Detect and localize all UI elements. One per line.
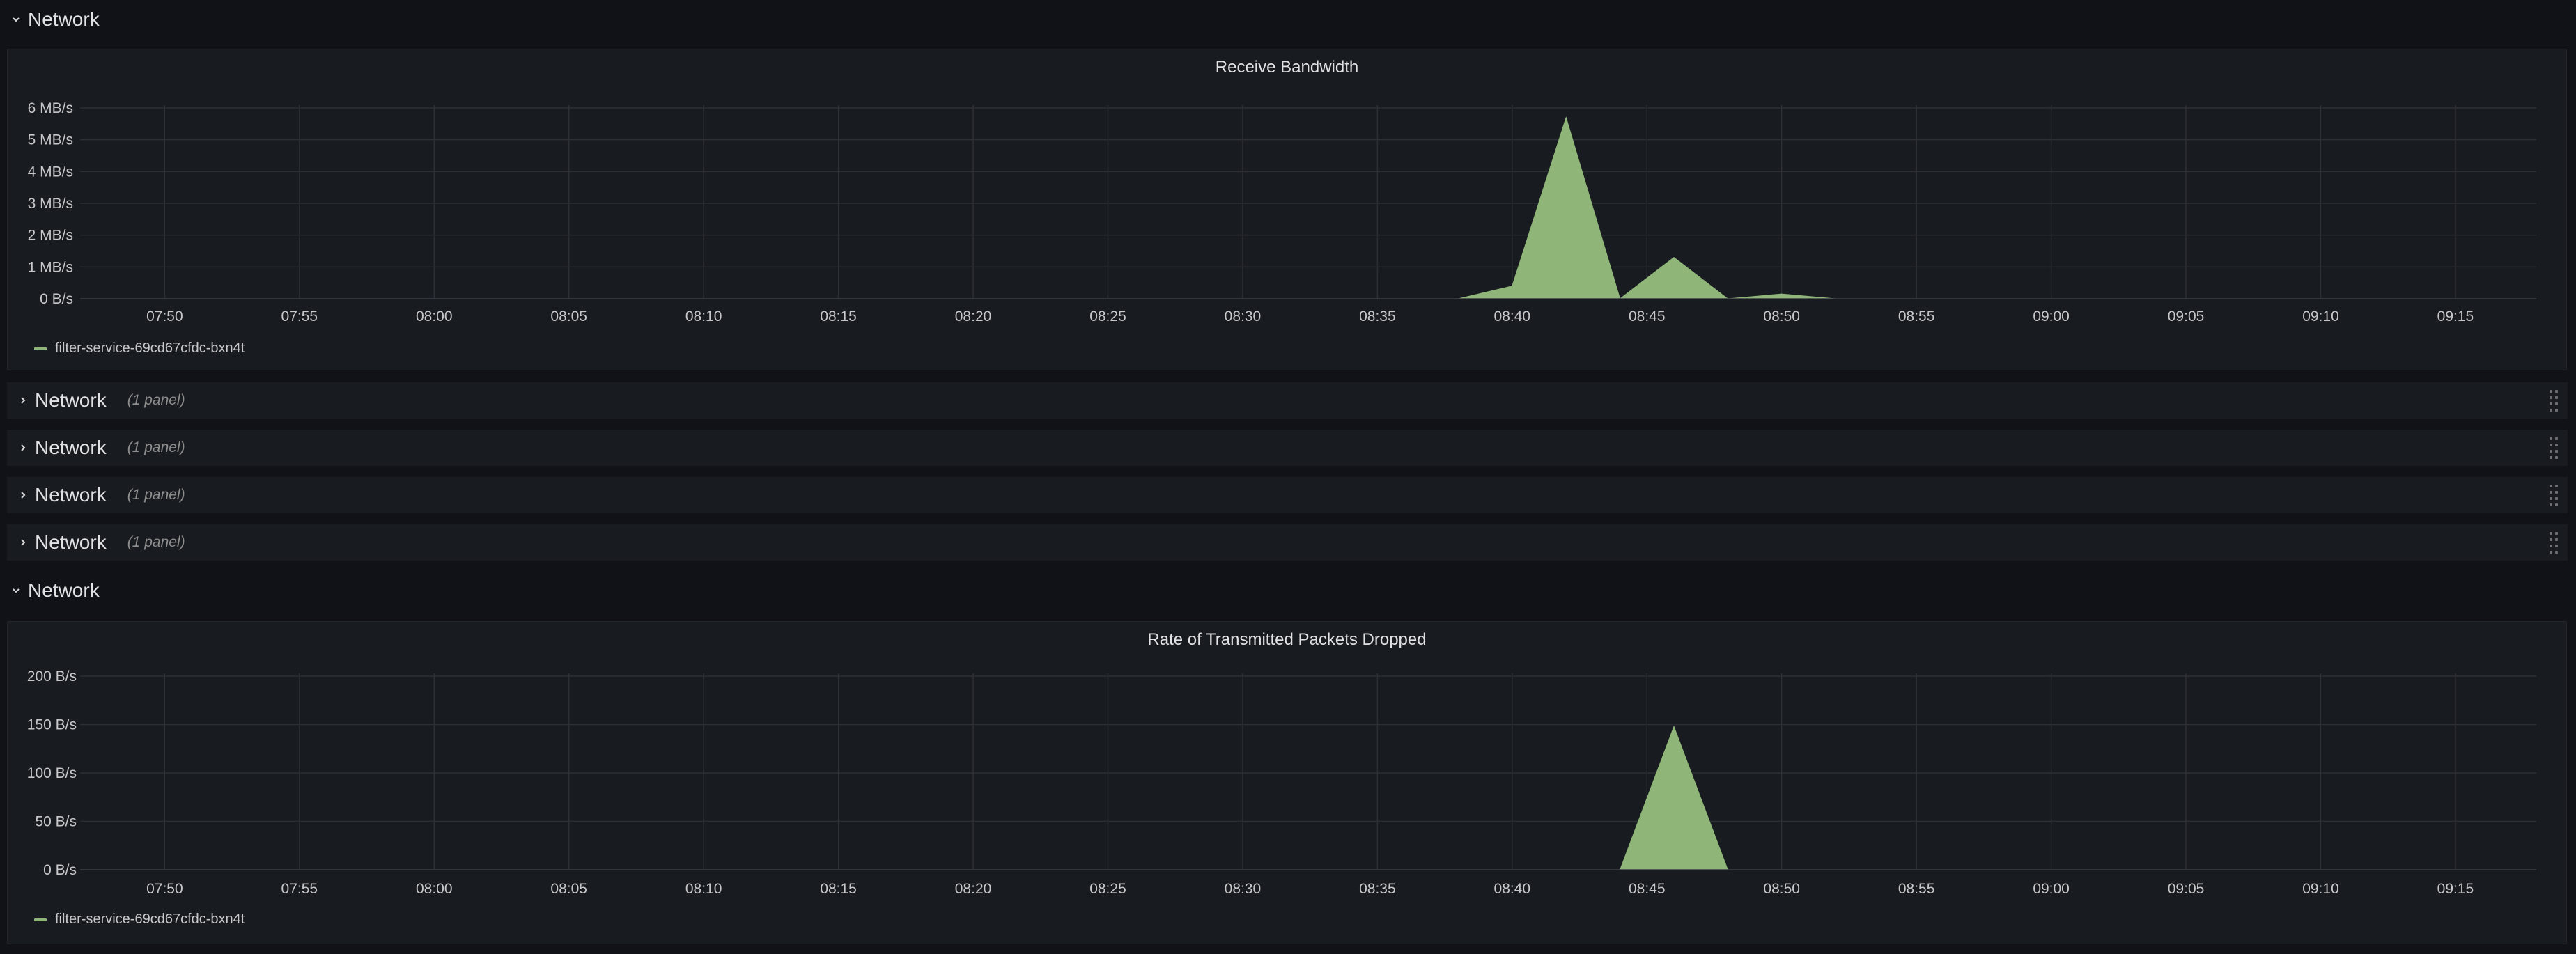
packets-dropped-chart: 0 B/s 50 B/s 100 B/s 150 B/s 200 B/s 07:50 07:… (27, 668, 2536, 897)
x-tick-label: 08:20 (955, 881, 992, 897)
x-tick-label: 08:10 (685, 308, 722, 324)
series-area[interactable] (1619, 725, 1729, 870)
x-tick-label: 08:50 (1763, 308, 1800, 324)
y-tick-label: 150 B/s (27, 717, 77, 733)
x-tick-label: 08:00 (416, 308, 453, 324)
x-tick-label: 09:05 (2168, 308, 2205, 324)
y-tick-label: 200 B/s (27, 668, 77, 685)
row-header-network-5[interactable]: Network (1 panel) (7, 524, 2568, 561)
y-tick-label: 2 MB/s (28, 228, 73, 244)
x-tick-label: 09:10 (2302, 308, 2339, 324)
x-tick-label: 09:10 (2302, 881, 2339, 897)
y-tick-label: 1 MB/s (28, 259, 73, 275)
x-tick-label: 08:15 (820, 308, 857, 324)
x-tick-label: 08:05 (550, 308, 587, 324)
row-header-network-1[interactable]: Network (0, 0, 2576, 39)
x-tick-label: 08:05 (550, 881, 587, 897)
drag-handle-icon[interactable] (2550, 532, 2559, 554)
x-tick-label: 08:30 (1225, 308, 1262, 324)
x-tick-label: 08:50 (1763, 881, 1800, 897)
x-tick-label: 09:15 (2437, 308, 2474, 324)
x-tick-label: 08:20 (955, 308, 992, 324)
legend-swatch (34, 347, 47, 350)
series-area[interactable] (1458, 116, 1836, 299)
row-title[interactable]: Network (35, 484, 107, 506)
drag-handle-icon[interactable] (2550, 437, 2559, 459)
x-tick-label: 08:25 (1089, 308, 1126, 324)
drag-handle-icon[interactable] (2550, 485, 2559, 506)
x-tick-label: 08:45 (1629, 881, 1666, 897)
x-tick-label: 07:55 (281, 308, 318, 324)
x-tick-label: 07:50 (146, 881, 183, 897)
receive-bandwidth-chart: 0 B/s 1 MB/s 2 MB/s 3 MB/s 4 MB/s 5 MB/s 6 MB/… (28, 100, 2536, 324)
row-title[interactable]: Network (28, 579, 100, 601)
x-tick-label: 09:05 (2168, 881, 2205, 897)
y-tick-label: 5 MB/s (28, 132, 73, 148)
x-tick-label: 09:00 (2033, 881, 2070, 897)
x-tick-label: 08:15 (820, 881, 857, 897)
panel-receive-bandwidth: Receive Bandwidth 0 B/s 1 MB/s 2 MB/s 3 MB/… (7, 49, 2567, 370)
y-tick-label: 3 MB/s (28, 196, 73, 212)
y-tick-label: 0 B/s (40, 291, 73, 307)
x-tick-label: 08:45 (1629, 308, 1666, 324)
x-tick-label: 07:55 (281, 881, 318, 897)
x-tick-label: 08:40 (1494, 308, 1531, 324)
row-title[interactable]: Network (35, 531, 107, 553)
x-tick-label: 09:15 (2437, 881, 2474, 897)
legend-label: filter-service-69cd67cfdc-bxn4t (55, 341, 245, 356)
panel-transmitted-packets-dropped: Rate of Transmitted Packets Dropped 0 B/… (7, 621, 2567, 944)
panel-title: Receive Bandwidth (1215, 58, 1359, 77)
x-tick-label: 07:50 (146, 308, 183, 324)
x-tick-label: 08:40 (1494, 881, 1531, 897)
legend-item[interactable]: filter-service-69cd67cfdc-bxn4t (34, 912, 245, 928)
chevron-right-icon[interactable] (14, 391, 32, 409)
y-tick-label: 6 MB/s (28, 100, 73, 116)
row-panel-count: (1 panel) (127, 392, 185, 408)
row-title[interactable]: Network (28, 8, 100, 30)
x-tick-label: 08:55 (1898, 881, 1935, 897)
row-header-network-6[interactable]: Network (0, 571, 2576, 610)
row-header-network-3[interactable]: Network (1 panel) (7, 430, 2568, 466)
x-tick-label: 08:00 (416, 881, 453, 897)
panel-title: Rate of Transmitted Packets Dropped (1147, 630, 1427, 649)
legend-item[interactable]: filter-service-69cd67cfdc-bxn4t (34, 341, 245, 357)
y-tick-label: 50 B/s (35, 814, 77, 830)
legend-swatch (34, 918, 47, 921)
y-tick-label: 100 B/s (27, 765, 77, 781)
row-panel-count: (1 panel) (127, 439, 185, 455)
y-tick-label: 4 MB/s (28, 164, 73, 180)
row-header-network-4[interactable]: Network (1 panel) (7, 477, 2568, 513)
x-tick-label: 08:35 (1359, 308, 1396, 324)
drag-handle-icon[interactable] (2550, 390, 2559, 412)
row-panel-count: (1 panel) (127, 534, 185, 550)
row-header-network-2[interactable]: Network (1 panel) (7, 382, 2568, 419)
chevron-right-icon[interactable] (14, 486, 32, 504)
x-tick-label: 08:30 (1225, 881, 1262, 897)
x-tick-label: 08:10 (685, 881, 722, 897)
x-tick-label: 09:00 (2033, 308, 2070, 324)
chevron-right-icon[interactable] (14, 533, 32, 552)
chevron-down-icon[interactable] (7, 581, 25, 600)
row-title[interactable]: Network (35, 437, 107, 458)
y-tick-label: 0 B/s (43, 862, 77, 878)
chevron-right-icon[interactable] (14, 439, 32, 457)
x-tick-label: 08:25 (1089, 881, 1126, 897)
row-title[interactable]: Network (35, 389, 107, 411)
legend-label: filter-service-69cd67cfdc-bxn4t (55, 912, 245, 927)
chevron-down-icon[interactable] (7, 10, 25, 29)
row-panel-count: (1 panel) (127, 487, 185, 503)
x-tick-label: 08:55 (1898, 308, 1935, 324)
x-tick-label: 08:35 (1359, 881, 1396, 897)
